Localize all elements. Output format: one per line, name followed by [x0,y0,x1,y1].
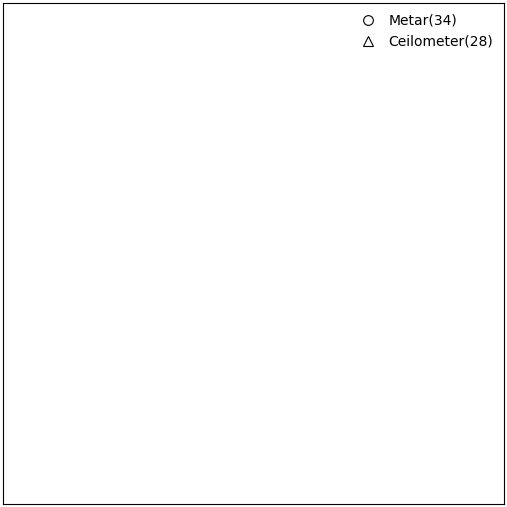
Legend: Metar(34), Ceilometer(28): Metar(34), Ceilometer(28) [349,10,497,53]
